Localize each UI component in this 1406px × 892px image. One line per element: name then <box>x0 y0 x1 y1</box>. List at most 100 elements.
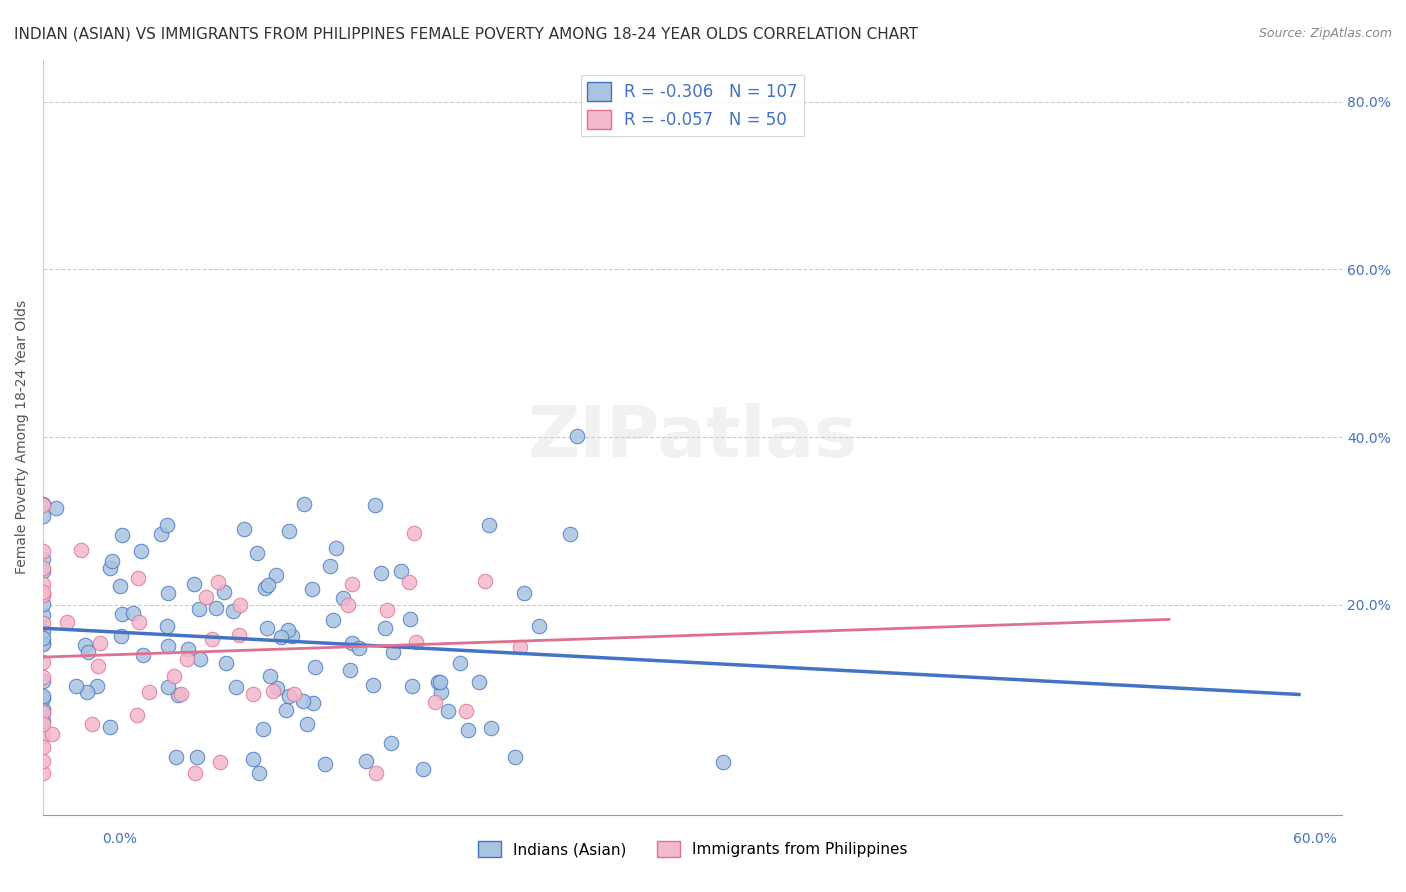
Point <box>32 670 55 684</box>
Point <box>157 586 180 600</box>
Point <box>156 619 179 633</box>
Legend: R = -0.306   N = 107, R = -0.057   N = 50: R = -0.306 N = 107, R = -0.057 N = 50 <box>581 76 804 136</box>
Point <box>342 636 364 650</box>
Point <box>225 681 247 695</box>
Point <box>278 689 301 703</box>
Point <box>374 621 396 635</box>
Point <box>32 690 55 705</box>
Point <box>183 577 205 591</box>
Point <box>32 635 55 649</box>
Point <box>32 584 55 599</box>
Point <box>339 663 361 677</box>
Point <box>270 630 292 644</box>
Point <box>177 641 200 656</box>
Point <box>527 618 550 632</box>
Point <box>382 645 405 659</box>
Point <box>253 581 276 595</box>
Point <box>32 597 55 611</box>
Point <box>405 635 427 649</box>
Point <box>391 564 413 578</box>
Point <box>184 765 207 780</box>
Point <box>208 755 231 769</box>
Point <box>170 687 193 701</box>
Point <box>252 722 274 736</box>
Point <box>332 591 354 606</box>
Point <box>314 757 336 772</box>
Point <box>149 527 172 541</box>
Point <box>32 729 55 743</box>
Point <box>370 566 392 580</box>
Point <box>32 765 55 780</box>
Point <box>32 714 55 729</box>
Point <box>256 578 278 592</box>
Point <box>259 669 281 683</box>
Point <box>301 697 323 711</box>
Point <box>76 685 98 699</box>
Point <box>277 624 299 638</box>
Point <box>176 652 198 666</box>
Point <box>86 679 108 693</box>
Point <box>125 707 148 722</box>
Point <box>478 518 501 533</box>
Point <box>212 584 235 599</box>
Point <box>402 525 425 540</box>
Point <box>32 717 55 731</box>
Point <box>188 601 211 615</box>
Point <box>32 754 55 768</box>
Point <box>479 721 502 735</box>
Point <box>456 704 478 718</box>
Point <box>340 576 363 591</box>
Point <box>274 703 297 717</box>
Point <box>32 689 55 703</box>
Point <box>32 608 55 623</box>
Point <box>283 687 305 701</box>
Point <box>32 552 55 566</box>
Point <box>201 632 224 646</box>
Point <box>32 508 55 523</box>
Point <box>32 544 55 558</box>
Point <box>131 648 153 662</box>
Point <box>32 564 55 578</box>
Point <box>32 498 55 512</box>
Point <box>127 571 149 585</box>
Point <box>426 675 449 690</box>
Point <box>157 640 180 654</box>
Point <box>364 765 387 780</box>
Point <box>423 695 446 709</box>
Point <box>361 678 384 692</box>
Point <box>65 679 87 693</box>
Point <box>70 542 93 557</box>
Point <box>32 616 55 631</box>
Point <box>129 544 152 558</box>
Point <box>98 561 121 575</box>
Point <box>319 559 342 574</box>
Point <box>186 749 208 764</box>
Point <box>80 717 103 731</box>
Point <box>56 615 79 630</box>
Point <box>242 752 264 766</box>
Point <box>138 685 160 699</box>
Point <box>509 640 531 654</box>
Point <box>229 598 252 612</box>
Point <box>468 674 491 689</box>
Point <box>401 679 423 693</box>
Point <box>246 546 269 560</box>
Point <box>32 706 55 720</box>
Point <box>194 591 217 605</box>
Point <box>337 598 360 612</box>
Point <box>474 574 496 588</box>
Point <box>322 613 344 627</box>
Point <box>167 688 190 702</box>
Point <box>32 624 55 638</box>
Point <box>325 541 347 555</box>
Point <box>364 498 387 512</box>
Point <box>215 656 238 670</box>
Point <box>101 554 124 568</box>
Point <box>222 604 245 618</box>
Y-axis label: Female Poverty Among 18-24 Year Olds: Female Poverty Among 18-24 Year Olds <box>15 300 30 574</box>
Text: INDIAN (ASIAN) VS IMMIGRANTS FROM PHILIPPINES FEMALE POVERTY AMONG 18-24 YEAR OL: INDIAN (ASIAN) VS IMMIGRANTS FROM PHILIP… <box>14 27 918 42</box>
Point <box>188 652 211 666</box>
Point <box>266 681 288 695</box>
Point <box>32 577 55 591</box>
Point <box>247 765 270 780</box>
